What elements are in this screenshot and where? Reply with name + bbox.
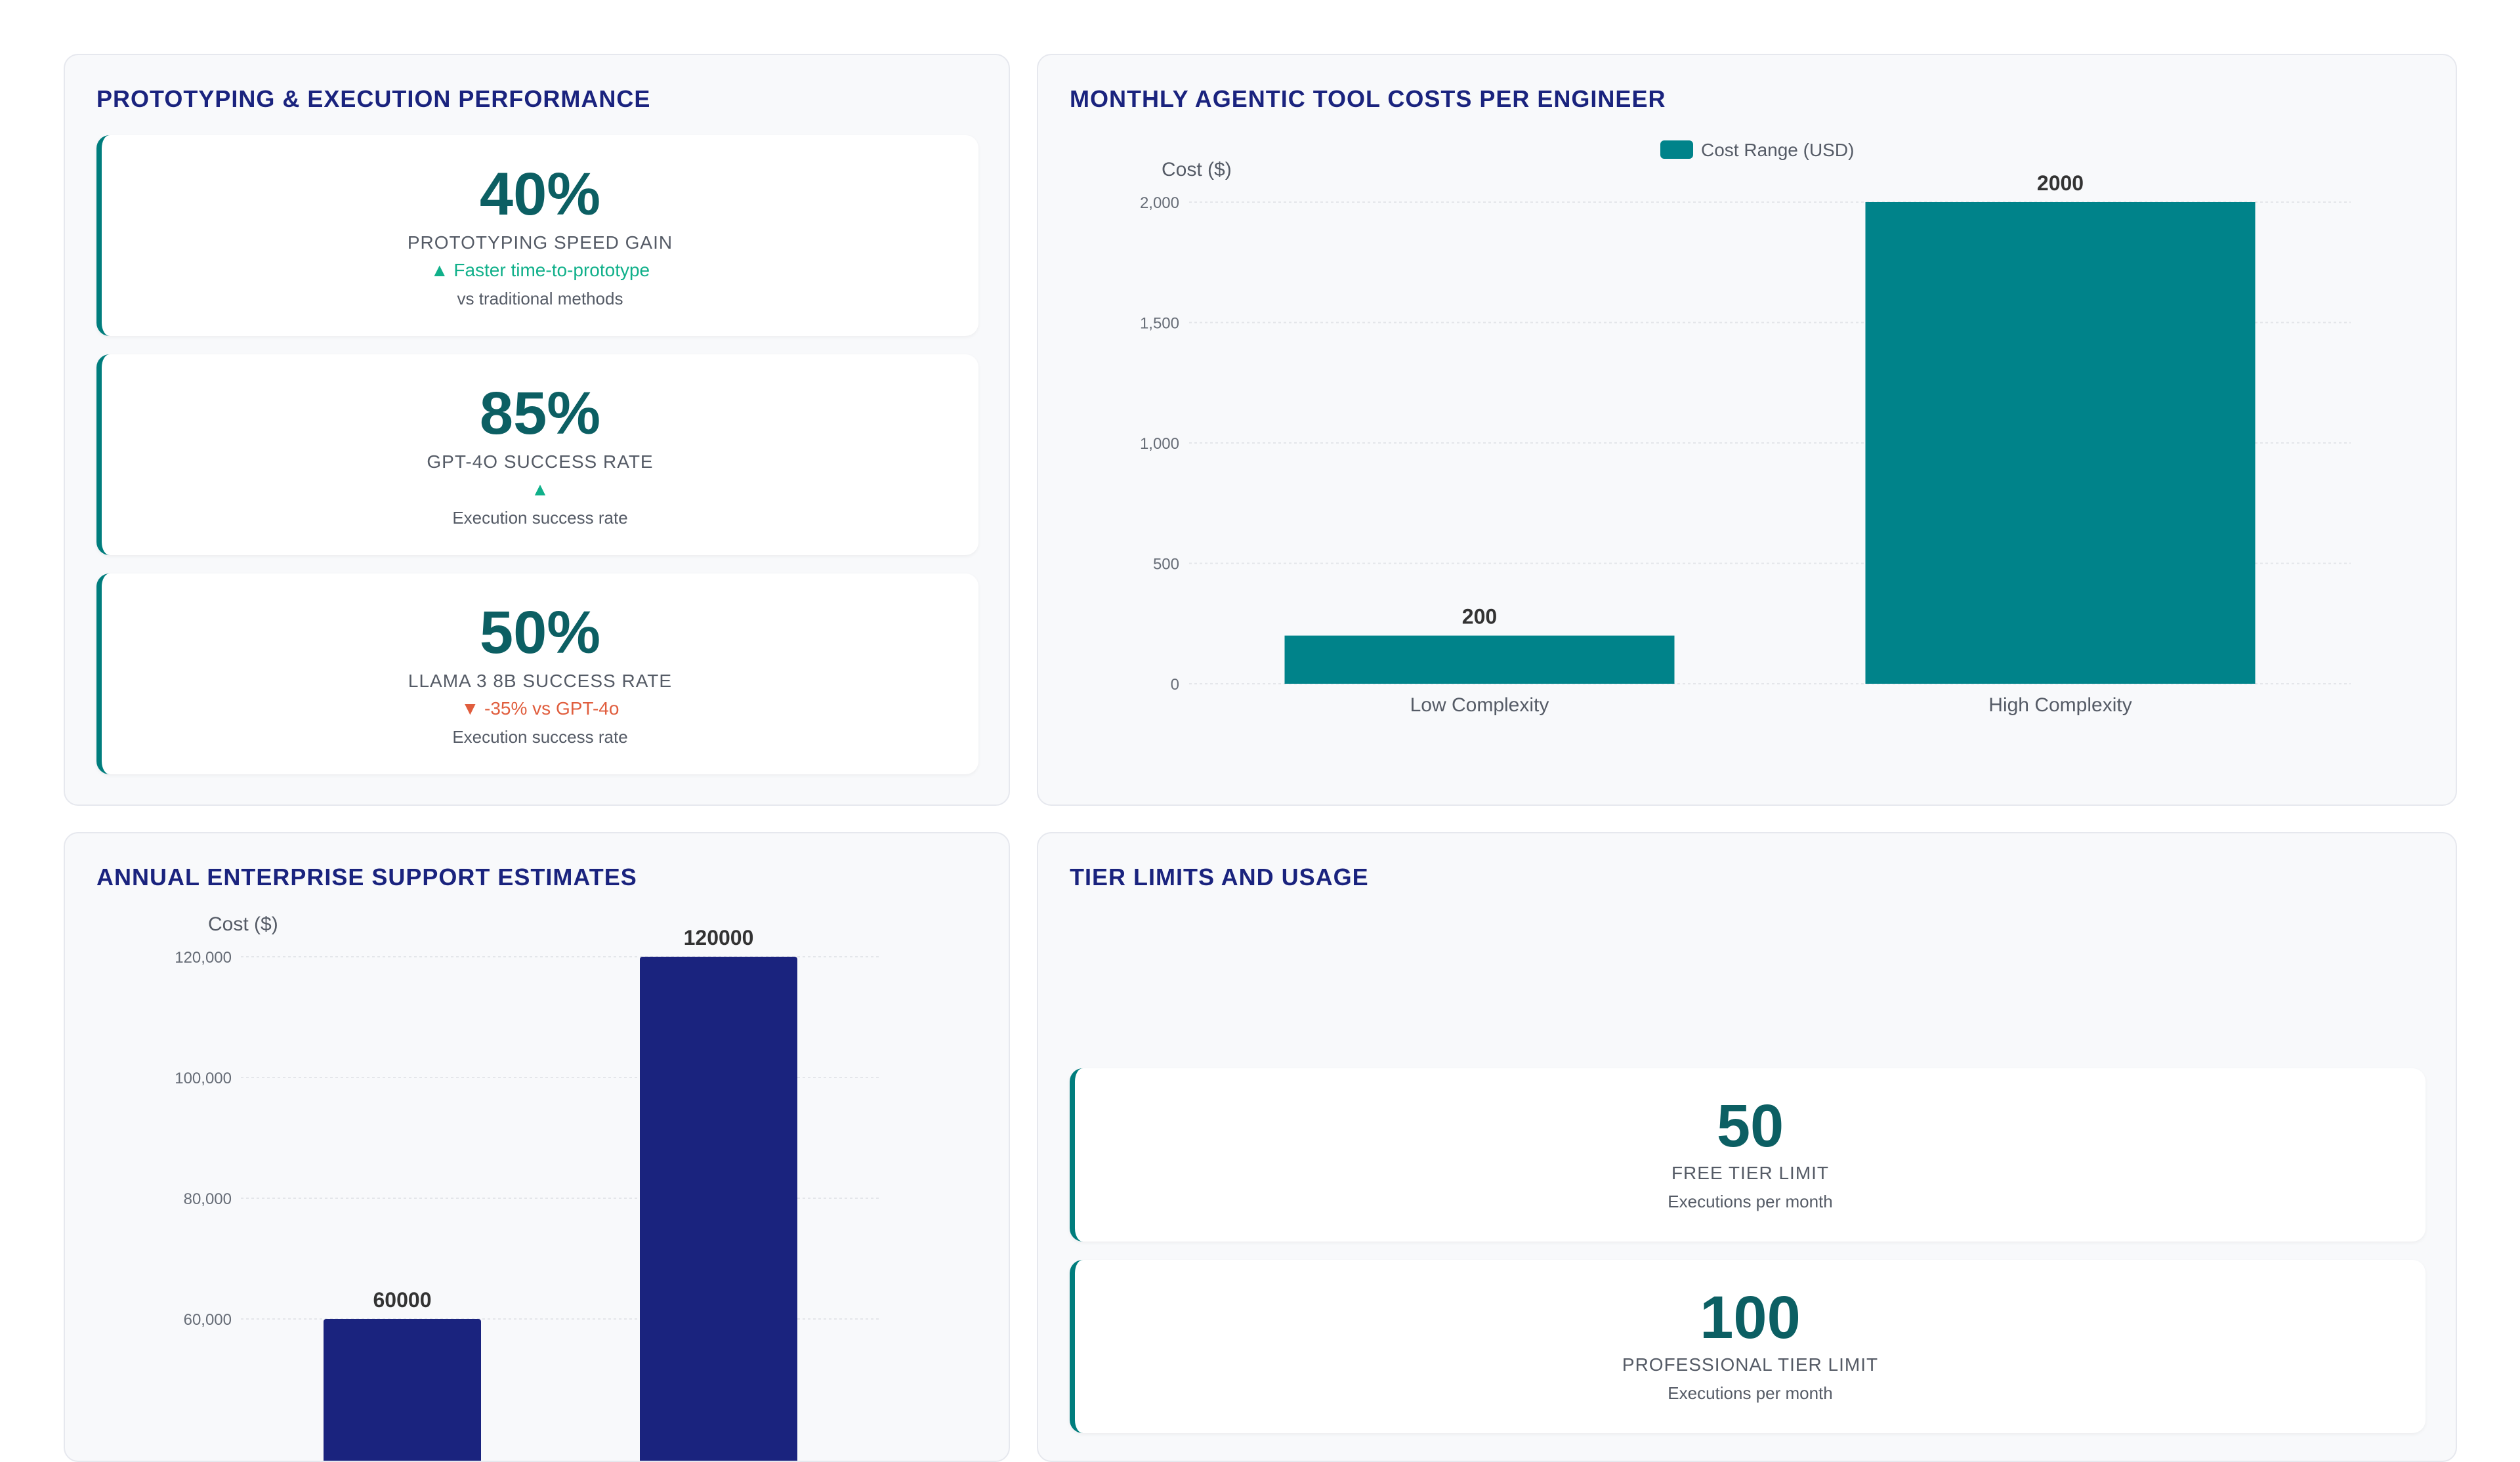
performance-panel-title: PROTOTYPING & EXECUTION PERFORMANCE: [96, 85, 651, 112]
kpi-trend-up: ▲ Faster time-to-prototype: [430, 260, 650, 280]
y-axis-title: Cost ($): [208, 913, 278, 935]
kpi-label: PROTOTYPING SPEED GAIN: [407, 232, 673, 253]
x-tick-label: High Complexity: [1988, 694, 2132, 716]
kpi-note: Execution success rate: [452, 508, 628, 528]
tool-costs-panel-title: MONTHLY AGENTIC TOOL COSTS PER ENGINEER: [1070, 85, 1666, 112]
y-tick-label: 500: [1153, 556, 1179, 574]
kpi-trend-up: ▲: [531, 479, 549, 499]
x-tick-label: Low Complexity: [1410, 694, 1549, 716]
kpi-trend-down: ▼ -35% vs GPT-4o: [461, 698, 620, 719]
kpi-card-prototyping-speed: 40% PROTOTYPING SPEED GAIN ▲ Faster time…: [96, 135, 978, 336]
support-chart: Cost ($) 60,000 80,000 100,000 120,000 60000 1…: [175, 913, 879, 1461]
legend-label: Cost Range (USD): [1701, 140, 1854, 160]
bar: [640, 957, 797, 1461]
y-tick-label: 1,500: [1140, 315, 1179, 333]
y-tick-label: 60,000: [184, 1311, 232, 1329]
bar: [1865, 202, 2256, 684]
kpi-card-professional-tier: 100 PROFESSIONAL TIER LIMIT Executions p…: [1070, 1260, 2426, 1433]
y-tick-label: 1,000: [1140, 435, 1179, 453]
kpi-card-llama3-success: 50% LLAMA 3 8B SUCCESS RATE ▼ -35% vs GP…: [96, 574, 978, 774]
y-tick-label: 80,000: [184, 1190, 232, 1208]
bar-data-label: 2000: [2037, 171, 2084, 195]
kpi-value: 85%: [479, 380, 601, 447]
kpi-label: PROFESSIONAL TIER LIMIT: [1622, 1354, 1879, 1375]
kpi-label: GPT-4O SUCCESS RATE: [427, 451, 654, 472]
kpi-label: FREE TIER LIMIT: [1671, 1163, 1830, 1183]
y-tick-label: 2,000: [1140, 194, 1179, 212]
tool-costs-chart: Cost Range (USD) Cost ($) 0 500 1,000 1,500 2,…: [1140, 140, 2351, 716]
kpi-note: Executions per month: [1668, 1383, 1833, 1403]
kpi-label: LLAMA 3 8B SUCCESS RATE: [408, 671, 673, 691]
legend-swatch: [1660, 140, 1693, 159]
kpi-note: Executions per month: [1668, 1192, 1833, 1211]
y-axis-title: Cost ($): [1162, 159, 1232, 180]
kpi-note: Execution success rate: [452, 727, 628, 747]
bar: [324, 1319, 481, 1461]
support-panel: ANNUAL ENTERPRISE SUPPORT ESTIMATES Cost…: [64, 832, 1010, 1462]
support-panel-title: ANNUAL ENTERPRISE SUPPORT ESTIMATES: [96, 864, 637, 890]
tool-costs-panel: MONTHLY AGENTIC TOOL COSTS PER ENGINEER …: [1037, 54, 2457, 806]
y-tick-label: 100,000: [175, 1070, 232, 1087]
kpi-value: 50: [1716, 1093, 1784, 1159]
kpi-value: 100: [1700, 1284, 1801, 1351]
kpi-card-gpt4o-success: 85% GPT-4O SUCCESS RATE ▲ Execution succ…: [96, 354, 978, 555]
bar-data-label: 60000: [373, 1288, 432, 1312]
kpi-card-free-tier: 50 FREE TIER LIMIT Executions per month: [1070, 1068, 2426, 1242]
bar-data-label: 200: [1462, 605, 1497, 629]
y-tick-label: 0: [1171, 676, 1179, 694]
bar: [1284, 635, 1675, 684]
kpi-value: 50%: [479, 599, 601, 666]
tiers-panel: TIER LIMITS AND USAGE 50 FREE TIER LIMIT…: [1037, 832, 2457, 1462]
tiers-panel-title: TIER LIMITS AND USAGE: [1070, 864, 1369, 890]
kpi-value: 40%: [479, 161, 601, 228]
y-tick-label: 120,000: [175, 949, 232, 967]
performance-panel: PROTOTYPING & EXECUTION PERFORMANCE 40% …: [64, 54, 1010, 806]
bar-data-label: 120000: [684, 926, 754, 950]
kpi-note: vs traditional methods: [457, 289, 623, 308]
